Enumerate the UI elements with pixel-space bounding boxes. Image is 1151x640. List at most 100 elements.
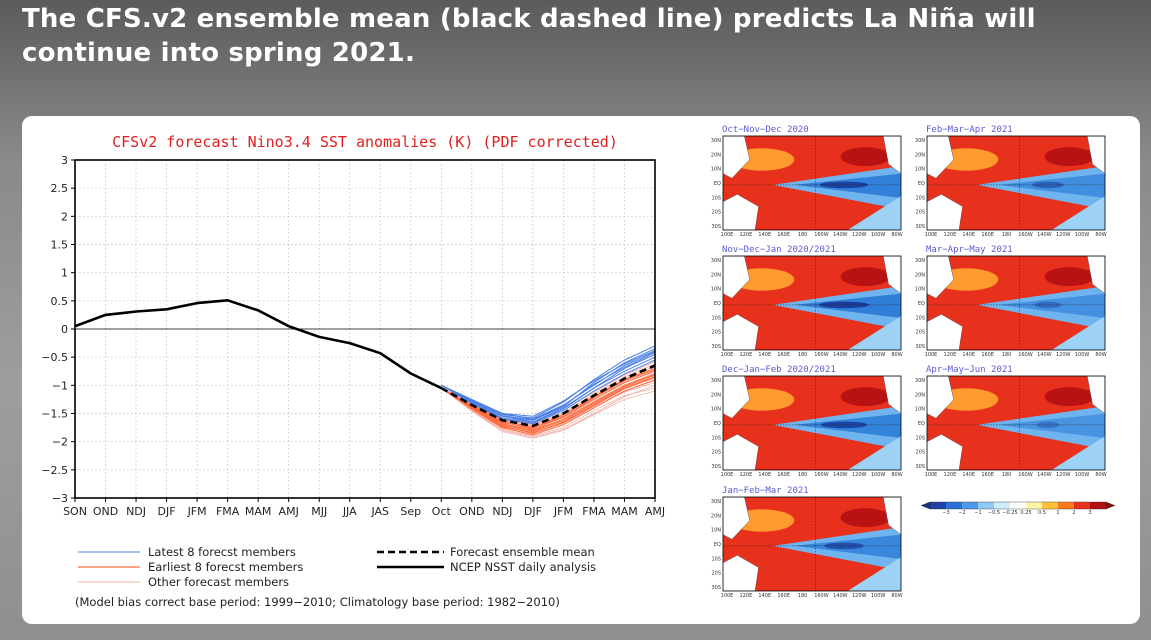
americas-landmass — [882, 256, 901, 294]
forecast-member-line — [441, 370, 656, 430]
map-title: Dec−Jan−Feb 2020/2021 — [722, 365, 836, 375]
map-lon-label: 160E — [981, 472, 994, 478]
colorbar-cell — [978, 502, 995, 509]
map-lat-label: 10N — [711, 167, 721, 173]
map-lon-label: 100W — [1075, 472, 1090, 478]
map-lat-label: EQ — [714, 421, 721, 427]
map-lon-label: 160W — [814, 472, 829, 478]
colorbar-label: 1 — [1056, 510, 1059, 516]
map-lon-label: 160E — [777, 472, 790, 478]
americas-landmass — [1086, 376, 1105, 414]
map-lat-label: 10N — [711, 287, 721, 293]
x-tick-label: JFM — [187, 505, 207, 518]
colorbar-label: −0.5 — [988, 510, 1000, 516]
cold-tongue-core — [998, 413, 1105, 439]
ensemble-mean-line — [440, 364, 656, 428]
map-lon-label: 80W — [1095, 352, 1106, 358]
map-lon-label: 180 — [1002, 232, 1012, 238]
map-lon-label: 140W — [833, 593, 848, 599]
map-lon-label: 160W — [814, 593, 829, 599]
map-lon-label: 100E — [721, 232, 734, 238]
map-lat-label: 10S — [711, 435, 721, 441]
forecast-member-line — [441, 373, 656, 431]
forecast-member-line — [441, 345, 656, 419]
map-lon-label: 140W — [1037, 232, 1052, 238]
map-lon-label: 180 — [798, 352, 808, 358]
map-lon-label: 160W — [814, 352, 829, 358]
x-tick-label: OND — [459, 505, 484, 518]
americas-landmass — [882, 497, 901, 535]
colorbar-high-arrow — [1105, 501, 1116, 510]
legend-label-mean: Forecast ensemble mean — [450, 545, 595, 559]
map-title: Jan−Feb−Mar 2021 — [722, 486, 809, 496]
map-lon-label: 120W — [852, 232, 867, 238]
map-lon-label: 140E — [758, 593, 771, 599]
map-lon-label: 140E — [962, 352, 975, 358]
map-lon-label: 100E — [721, 472, 734, 478]
asia-landmass — [927, 376, 954, 419]
y-tick-label: 0.5 — [51, 295, 69, 308]
map-lat-label: 10S — [915, 195, 925, 201]
map-colorbar: −3 −2 −1 −0.5 −0.25 0.25 0.5 1 2 3 — [920, 501, 1116, 516]
map-lat-label: 10N — [711, 528, 721, 534]
asia-landmass — [927, 256, 954, 299]
forecast-member-line — [441, 352, 656, 421]
colorbar-low-arrow — [920, 501, 931, 510]
strong-warm-patch — [840, 147, 891, 167]
strong-warm-patch — [1044, 267, 1095, 287]
x-tick-label: MAM — [611, 505, 638, 518]
colorbar-cell — [1026, 502, 1043, 509]
content-panel: CFSv2 forecast Nino3.4 SST anomalies (K)… — [22, 116, 1140, 624]
cold-tongue-core — [998, 293, 1105, 319]
colorbar-cell — [1058, 502, 1075, 509]
asia-landmass — [723, 136, 750, 179]
southeast-cool-region — [1051, 436, 1105, 470]
map-lon-label: 100E — [925, 232, 938, 238]
map-lon-label: 120E — [740, 232, 753, 238]
map-lon-label: 180 — [798, 232, 808, 238]
map-field — [927, 256, 1105, 350]
y-tick-label: 1.5 — [51, 239, 69, 252]
colorbar-cell — [946, 502, 963, 509]
map-lat-label: 10S — [711, 195, 721, 201]
map-field — [723, 136, 901, 230]
australia-landmass — [927, 194, 963, 230]
americas-landmass — [1086, 256, 1105, 294]
y-tick-label: 2 — [61, 210, 68, 223]
map-lon-label: 160E — [777, 593, 790, 599]
x-tick-label: NDJ — [126, 505, 146, 518]
map-lon-label: 140E — [962, 232, 975, 238]
map-lat-label: 20S — [915, 210, 925, 216]
x-tick-label: DJF — [524, 505, 542, 518]
forecast-member-line — [441, 374, 656, 433]
map-lat-label: 10S — [915, 435, 925, 441]
forecast-member-line — [441, 367, 656, 429]
map-lat-label: EQ — [918, 181, 925, 187]
nino34-chart: CFSv2 forecast Nino3.4 SST anomalies (K)… — [41, 133, 665, 518]
map-lat-label: 20S — [915, 450, 925, 456]
map-lat-label: 20N — [915, 272, 925, 278]
map-lat-label: 10N — [711, 407, 721, 413]
plot-frame — [74, 159, 656, 499]
map-lon-label: 140W — [833, 352, 848, 358]
map-lon-label: 120E — [944, 232, 957, 238]
colorbar-label: −3 — [942, 510, 949, 516]
map-lon-label: 160W — [814, 232, 829, 238]
map-lat-label: 10N — [915, 287, 925, 293]
map-lat-label: 20N — [915, 392, 925, 398]
map-lon-label: 140E — [758, 472, 771, 478]
map-lat-label: EQ — [714, 181, 721, 187]
map-lon-label: 120W — [852, 472, 867, 478]
x-tick-label: Sep — [400, 505, 421, 518]
strong-warm-patch — [1044, 387, 1095, 407]
map-field — [723, 256, 901, 350]
colorbar-cell — [1042, 502, 1059, 509]
map-lon-label: 120E — [740, 472, 753, 478]
colorbar-label: −1 — [974, 510, 981, 516]
asia-landmass — [723, 256, 750, 299]
map-lon-label: 100W — [871, 593, 886, 599]
map-lon-label: 140W — [833, 232, 848, 238]
x-tick-label: NDJ — [492, 505, 512, 518]
map-field — [723, 497, 901, 591]
